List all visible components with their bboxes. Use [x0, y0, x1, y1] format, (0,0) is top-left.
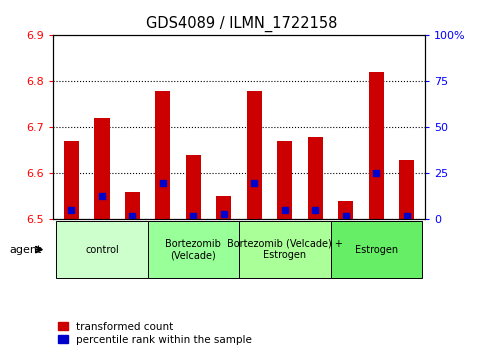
Text: Estrogen: Estrogen — [355, 245, 398, 255]
Bar — [148, 221, 239, 279]
Bar — [247, 91, 262, 219]
Bar — [399, 160, 414, 219]
Text: Bortezomib (Velcade) +
Estrogen: Bortezomib (Velcade) + Estrogen — [227, 239, 343, 261]
Bar — [125, 192, 140, 219]
Text: GDS4089 / ILMN_1722158: GDS4089 / ILMN_1722158 — [146, 16, 337, 32]
Bar — [338, 201, 354, 219]
Bar — [94, 118, 110, 219]
Bar — [56, 221, 148, 279]
Bar — [186, 155, 201, 219]
Text: control: control — [85, 245, 119, 255]
Bar — [277, 141, 292, 219]
Bar — [64, 141, 79, 219]
Bar — [239, 221, 330, 279]
Text: agent: agent — [10, 245, 42, 255]
Bar — [216, 196, 231, 219]
Bar — [369, 72, 384, 219]
Bar — [155, 91, 170, 219]
Legend: transformed count, percentile rank within the sample: transformed count, percentile rank withi… — [54, 317, 256, 349]
Bar — [308, 137, 323, 219]
Text: Bortezomib
(Velcade): Bortezomib (Velcade) — [165, 239, 221, 261]
Bar — [330, 221, 422, 279]
